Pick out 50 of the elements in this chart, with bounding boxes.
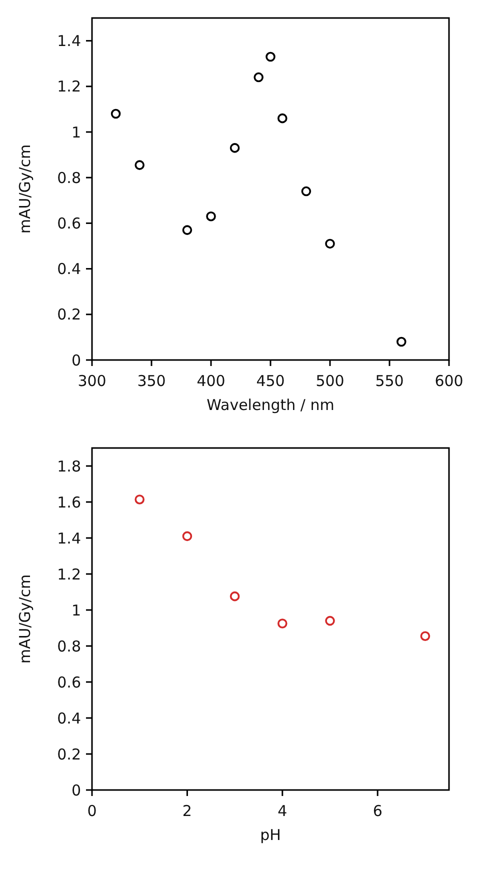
x-tick-label: 500 [316,372,344,390]
y-tick-label: 1.2 [57,78,81,96]
y-tick-label: 0.4 [57,260,81,278]
point [301,186,312,196]
point [325,238,335,249]
y-tick-label: 0.2 [57,745,81,764]
point [420,631,430,641]
point [325,616,335,626]
y-tick-label: 0.8 [57,637,81,656]
point [230,591,240,602]
x-tick-label: 400 [196,372,226,390]
y-axis-title: mAU/Gy/cm [16,144,34,234]
x-tick-label: 550 [375,372,404,390]
x-axis-title: Wavelength / nm [206,396,334,414]
x-tick-label: 450 [256,372,285,390]
y-tick-label: 0 [71,351,81,370]
point [182,225,192,235]
point [110,108,121,119]
x-axis-title: pH [260,826,281,844]
y-tick-label: 1.6 [57,493,81,512]
x-tick-label: 6 [372,802,382,820]
point [230,143,240,153]
x-tick-label: 0 [87,802,97,820]
point [266,52,276,62]
y-tick-label: 1 [71,123,81,142]
point [278,618,288,628]
y-tick-label: 0.6 [57,673,81,692]
y-tick-label: 0.6 [57,214,81,232]
x-tick-label: 2 [182,802,192,820]
y-tick-label: 1.8 [57,457,81,476]
y-tick-label: 1.2 [57,565,81,584]
point [134,494,144,504]
point [278,113,288,124]
y-tick-label: 1.4 [57,32,81,50]
y-axis-title: mAU/Gy/cm [16,574,34,664]
point [206,211,216,222]
x-tick-label: 4 [278,802,288,820]
point [134,160,144,170]
y-tick-label: 0 [71,781,81,800]
y-tick-label: 0.8 [57,168,81,187]
y-tick-label: 0.4 [57,709,81,728]
x-tick-label: 600 [434,372,464,390]
point [182,531,192,542]
point [254,72,264,82]
x-tick-label: 350 [137,372,166,390]
y-tick-label: 1.4 [57,529,81,548]
y-tick-label: 0.2 [57,306,81,324]
x-tick-label: 300 [78,372,106,390]
point [396,336,406,347]
y-tick-label: 1 [71,601,81,620]
